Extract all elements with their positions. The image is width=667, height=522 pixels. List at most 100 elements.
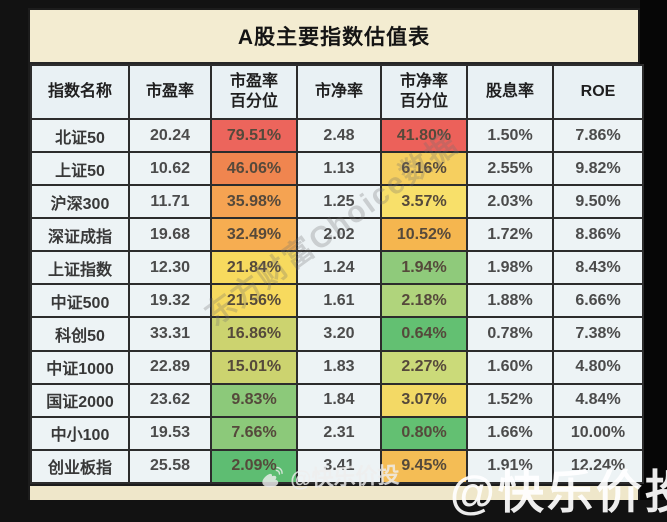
value-cell: 6.66% xyxy=(552,283,644,319)
value-cell: 3.07% xyxy=(380,382,468,418)
index-name-cell: 上证指数 xyxy=(30,250,130,286)
value-cell: 21.84% xyxy=(210,250,298,286)
value-cell: 1.52% xyxy=(466,382,554,418)
value-cell: 0.64% xyxy=(380,316,468,352)
value-cell: 19.68 xyxy=(128,217,212,253)
column-header-5: 股息率 xyxy=(466,64,554,120)
value-cell: 2.09% xyxy=(210,448,298,485)
table-header-row: 指数名称 市盈率 市盈率 百分位 市净率 市净率 百分位 股息率 ROE xyxy=(30,64,644,120)
value-cell: 20.24 xyxy=(128,117,212,154)
value-cell: 1.60% xyxy=(466,349,554,385)
value-cell: 21.56% xyxy=(210,283,298,319)
table-row: 中证1000 22.89 15.01% 1.83 2.27% 1.60% 4.80% xyxy=(30,349,644,385)
value-cell: 2.18% xyxy=(380,283,468,319)
value-cell: 1.83 xyxy=(296,349,382,385)
index-name-cell: 深证成指 xyxy=(30,217,130,253)
table-row: 北证50 20.24 79.51% 2.48 41.80% 1.50% 7.86% xyxy=(30,117,644,154)
value-cell: 9.45% xyxy=(380,448,468,485)
value-cell: 10.52% xyxy=(380,217,468,253)
value-cell: 10.62 xyxy=(128,151,212,187)
index-valuation-grid: 指数名称 市盈率 市盈率 百分位 市净率 市净率 百分位 股息率 ROE 北证50 20.24… xyxy=(30,64,644,485)
value-cell: 16.86% xyxy=(210,316,298,352)
value-cell: 22.89 xyxy=(128,349,212,385)
value-cell: 10.00% xyxy=(552,415,644,451)
value-cell: 12.30 xyxy=(128,250,212,286)
table-row: 创业板指 25.58 2.09% 3.41 9.45% 1.91% 12.24% xyxy=(30,448,644,485)
value-cell: 1.13 xyxy=(296,151,382,187)
value-cell: 2.31 xyxy=(296,415,382,451)
table-row: 上证50 10.62 46.06% 1.13 6.16% 2.55% 9.82% xyxy=(30,151,644,187)
value-cell: 25.58 xyxy=(128,448,212,485)
value-cell: 41.80% xyxy=(380,117,468,154)
table-row: 国证2000 23.62 9.83% 1.84 3.07% 1.52% 4.84% xyxy=(30,382,644,418)
table-row: 深证成指 19.68 32.49% 2.02 10.52% 1.72% 8.86% xyxy=(30,217,644,253)
value-cell: 2.03% xyxy=(466,184,554,220)
value-cell: 1.98% xyxy=(466,250,554,286)
value-cell: 9.82% xyxy=(552,151,644,187)
value-cell: 46.06% xyxy=(210,151,298,187)
column-header-0: 指数名称 xyxy=(30,64,130,120)
table-row: 中小100 19.53 7.66% 2.31 0.80% 1.66% 10.00% xyxy=(30,415,644,451)
table-row: 科创50 33.31 16.86% 3.20 0.64% 0.78% 7.38% xyxy=(30,316,644,352)
index-name-cell: 北证50 xyxy=(30,117,130,154)
value-cell: 2.02 xyxy=(296,217,382,253)
value-cell: 7.66% xyxy=(210,415,298,451)
value-cell: 19.53 xyxy=(128,415,212,451)
value-cell: 2.27% xyxy=(380,349,468,385)
value-cell: 1.61 xyxy=(296,283,382,319)
index-name-cell: 沪深300 xyxy=(30,184,130,220)
column-header-2: 市盈率 百分位 xyxy=(210,64,298,120)
value-cell: 15.01% xyxy=(210,349,298,385)
value-cell: 9.50% xyxy=(552,184,644,220)
value-cell: 11.71 xyxy=(128,184,212,220)
value-cell: 1.66% xyxy=(466,415,554,451)
index-name-cell: 科创50 xyxy=(30,316,130,352)
index-name-cell: 上证50 xyxy=(30,151,130,187)
column-header-1: 市盈率 xyxy=(128,64,212,120)
column-header-3: 市净率 xyxy=(296,64,382,120)
value-cell: 0.78% xyxy=(466,316,554,352)
index-name-cell: 中小100 xyxy=(30,415,130,451)
value-cell: 4.80% xyxy=(552,349,644,385)
column-header-4: 市净率 百分位 xyxy=(380,64,468,120)
value-cell: 1.84 xyxy=(296,382,382,418)
index-name-cell: 国证2000 xyxy=(30,382,130,418)
value-cell: 8.43% xyxy=(552,250,644,286)
value-cell: 1.72% xyxy=(466,217,554,253)
value-cell: 3.41 xyxy=(296,448,382,485)
value-cell: 1.88% xyxy=(466,283,554,319)
next-section-strip xyxy=(28,486,640,500)
value-cell: 1.24 xyxy=(296,250,382,286)
index-name-cell: 中证1000 xyxy=(30,349,130,385)
value-cell: 3.57% xyxy=(380,184,468,220)
value-cell: 1.25 xyxy=(296,184,382,220)
table-row: 上证指数 12.30 21.84% 1.24 1.94% 1.98% 8.43% xyxy=(30,250,644,286)
value-cell: 33.31 xyxy=(128,316,212,352)
index-name-cell: 创业板指 xyxy=(30,448,130,485)
column-header-6: ROE xyxy=(552,64,644,120)
value-cell: 9.83% xyxy=(210,382,298,418)
table-row: 沪深300 11.71 35.98% 1.25 3.57% 2.03% 9.50% xyxy=(30,184,644,220)
value-cell: 1.94% xyxy=(380,250,468,286)
screen-right-margin xyxy=(640,0,667,500)
value-cell: 1.50% xyxy=(466,117,554,154)
value-cell: 4.84% xyxy=(552,382,644,418)
value-cell: 2.55% xyxy=(466,151,554,187)
value-cell: 8.86% xyxy=(552,217,644,253)
value-cell: 7.86% xyxy=(552,117,644,154)
value-cell: 0.80% xyxy=(380,415,468,451)
value-cell: 12.24% xyxy=(552,448,644,485)
value-cell: 1.91% xyxy=(466,448,554,485)
valuation-table: A股主要指数估值表 指数名称 市盈率 市盈率 百分位 市净率 市净率 百分位 股息率 ROE… xyxy=(28,8,644,486)
value-cell: 3.20 xyxy=(296,316,382,352)
value-cell: 32.49% xyxy=(210,217,298,253)
value-cell: 6.16% xyxy=(380,151,468,187)
value-cell: 79.51% xyxy=(210,117,298,154)
value-cell: 19.32 xyxy=(128,283,212,319)
value-cell: 2.48 xyxy=(296,117,382,154)
value-cell: 23.62 xyxy=(128,382,212,418)
value-cell: 35.98% xyxy=(210,184,298,220)
value-cell: 7.38% xyxy=(552,316,644,352)
table-title: A股主要指数估值表 xyxy=(30,10,638,64)
table-row: 中证500 19.32 21.56% 1.61 2.18% 1.88% 6.66% xyxy=(30,283,644,319)
